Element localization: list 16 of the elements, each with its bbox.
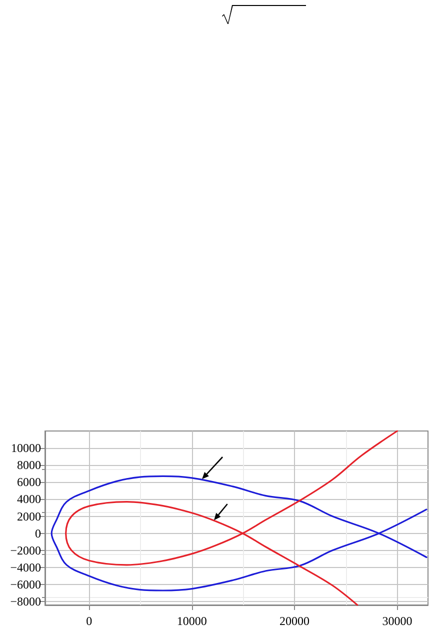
- y-tick-label: 2000: [17, 509, 41, 524]
- y-tick-label: −2000: [10, 543, 41, 558]
- y-tick-label: 6000: [17, 475, 41, 490]
- y-tick-label: −8000: [10, 594, 41, 609]
- x-tick-label: 10000: [176, 614, 207, 628]
- x-tick-label: 0: [86, 614, 92, 628]
- y-tick-label: 8000: [17, 458, 41, 472]
- line-series: [65, 430, 398, 606]
- y-tick-label: −4000: [10, 560, 41, 574]
- x-tick-label: 30000: [382, 614, 412, 628]
- y-tick-label: 10000: [11, 441, 41, 456]
- y-tick-label: 0: [35, 526, 41, 540]
- line-series: [50, 475, 428, 592]
- x-tick-label: 20000: [280, 614, 310, 628]
- y-tick-label: 4000: [17, 492, 41, 506]
- y-tick-label: −6000: [10, 578, 41, 592]
